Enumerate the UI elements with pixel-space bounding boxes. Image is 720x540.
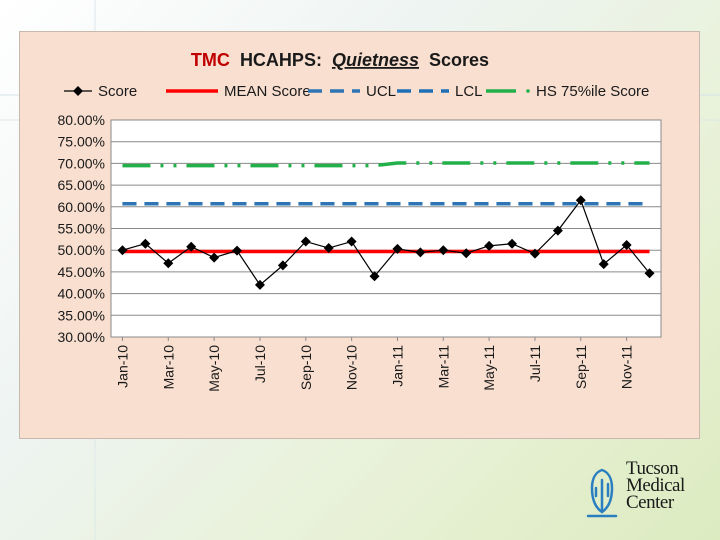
chart-title-part2: HCAHPS: (240, 50, 322, 70)
score-point (209, 252, 220, 263)
legend-label: LCL (455, 83, 483, 100)
chart-title-part4: Scores (429, 50, 489, 70)
score-point (621, 239, 632, 250)
x-tick-label: Sep-11 (573, 345, 589, 389)
score-point (232, 245, 243, 256)
tucson-medical-center-logo: Tucson Medical Center (582, 458, 712, 522)
x-tick-label: Nov-11 (619, 345, 635, 389)
logo-line-1: Tucson (626, 458, 679, 479)
score-point (392, 243, 403, 254)
series-line-hs-75-ile-score (122, 161, 650, 168)
x-tick-label: Jan-11 (389, 345, 405, 387)
score-point (529, 248, 540, 259)
score-point (346, 236, 357, 247)
x-tick-label: Nov-10 (344, 345, 360, 390)
logo-line-2: Medical (626, 475, 685, 496)
y-tick-label: 60.00% (58, 199, 105, 215)
y-tick-label: 35.00% (58, 307, 105, 323)
legend-item: MEAN Score (166, 83, 311, 100)
x-tick-label: May-11 (481, 345, 497, 391)
y-tick-label: 50.00% (58, 242, 105, 258)
score-point (484, 240, 495, 251)
x-tick-label: May-10 (206, 345, 222, 392)
x-tick-label: Jul-11 (527, 345, 543, 382)
chart-title-part1: TMC (191, 50, 230, 70)
quietness-scores-chart: TMC HCAHPS: Quietness Scores Score MEAN S… (58, 50, 662, 392)
legend-marker (526, 89, 530, 93)
score-point (186, 241, 197, 252)
score-point (300, 236, 311, 247)
score-point (507, 238, 518, 249)
x-tick-label: Jan-10 (114, 345, 130, 388)
score-point (140, 238, 151, 249)
x-tick-label: Jul-10 (252, 345, 268, 383)
legend-item: UCL (308, 83, 396, 100)
chart-title-part3: Quietness (332, 50, 419, 70)
legend-item: HS 75%ile Score (486, 83, 649, 100)
y-tick-label: 55.00% (58, 221, 105, 237)
legend-label: Score (98, 83, 137, 100)
score-point (552, 225, 563, 236)
logo-line-3: Center (626, 492, 674, 513)
y-tick-label: 75.00% (58, 134, 105, 150)
score-point (461, 248, 472, 259)
y-tick-label: 45.00% (58, 264, 105, 280)
legend-label: HS 75%ile Score (536, 83, 649, 100)
chart-title: TMC HCAHPS: Quietness Scores (191, 50, 489, 70)
score-point (369, 271, 380, 282)
plot-area: 80.00% 75.00% 70.00% 65.00% 60.00% 55.00% 50.0… (58, 112, 662, 392)
y-tick-label: 80.00% (58, 112, 105, 128)
y-tick-label: 70.00% (58, 155, 105, 171)
legend-label: UCL (366, 83, 396, 100)
chart-legend: Score MEAN Score UCL LCL HS 75%ile Score (64, 83, 649, 100)
score-point (254, 279, 265, 290)
y-tick-label: 30.00% (58, 329, 105, 345)
x-tick-label: Mar-10 (160, 345, 176, 390)
score-point (277, 260, 288, 271)
y-tick-label: 40.00% (58, 286, 105, 302)
x-tick-label: Sep-10 (298, 345, 314, 390)
cactus-logo-icon (586, 468, 618, 518)
chart-panel: TMC HCAHPS: Quietness Scores Score MEAN S… (19, 31, 700, 439)
score-point (438, 245, 449, 256)
score-point (323, 243, 334, 254)
score-point (575, 195, 586, 206)
legend-label: MEAN Score (224, 83, 311, 100)
legend-marker (73, 86, 83, 96)
score-point (117, 245, 128, 256)
score-point (598, 259, 609, 270)
y-tick-label: 65.00% (58, 177, 105, 193)
logo-wordmark: Tucson Medical Center (626, 458, 685, 513)
score-point (644, 268, 655, 279)
series-line-score (122, 199, 651, 286)
legend-item: LCL (397, 83, 483, 100)
score-point (163, 258, 174, 269)
legend-item: Score (64, 83, 137, 100)
x-tick-label: Mar-11 (435, 345, 451, 389)
score-point (415, 247, 426, 258)
